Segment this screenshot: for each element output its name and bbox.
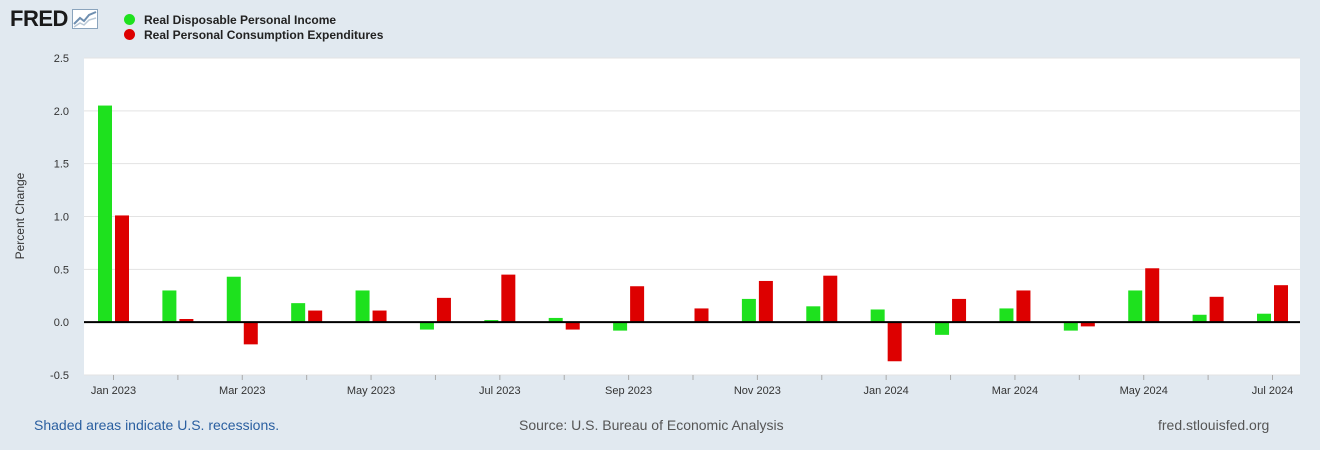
legend-label-consumption: Real Personal Consumption Expenditures	[144, 27, 384, 42]
bar-consumption[interactable]	[372, 310, 387, 323]
bar-consumption[interactable]	[1209, 296, 1224, 323]
bar-income[interactable]	[1192, 314, 1207, 323]
bar-consumption[interactable]	[1080, 322, 1095, 327]
bar-income[interactable]	[162, 290, 177, 323]
x-tick-label: Mar 2023	[219, 385, 265, 397]
legend-swatch-consumption	[124, 29, 135, 40]
bar-income[interactable]	[741, 298, 756, 323]
bar-consumption[interactable]	[1145, 268, 1160, 323]
bar-income[interactable]	[98, 105, 112, 323]
bar-consumption[interactable]	[565, 322, 580, 330]
chart-legend: Real Disposable Personal Income Real Per…	[124, 12, 383, 42]
bar-income[interactable]	[1128, 290, 1143, 323]
y-tick-label: 0.0	[54, 317, 69, 329]
x-tick-label: Jan 2023	[91, 385, 136, 397]
bar-income[interactable]	[1257, 313, 1271, 323]
legend-item-consumption[interactable]: Real Personal Consumption Expenditures	[124, 27, 383, 42]
source-note: Source: U.S. Bureau of Economic Analysis	[519, 417, 784, 433]
x-tick-label: Jul 2023	[479, 385, 521, 397]
x-tick-label: Nov 2023	[734, 385, 781, 397]
bar-income[interactable]	[226, 276, 241, 323]
legend-label-income: Real Disposable Personal Income	[144, 12, 337, 27]
bar-income[interactable]	[419, 322, 434, 330]
bar-income[interactable]	[1063, 322, 1078, 331]
bar-income[interactable]	[355, 290, 370, 323]
recession-note: Shaded areas indicate U.S. recessions.	[34, 417, 280, 433]
x-tick-label: May 2023	[347, 385, 395, 397]
bar-consumption[interactable]	[823, 275, 838, 323]
y-tick-label: -0.5	[50, 370, 69, 382]
bar-consumption[interactable]	[115, 215, 129, 323]
bar-consumption[interactable]	[694, 308, 709, 323]
bar-income[interactable]	[291, 303, 306, 323]
x-tick-label: May 2024	[1120, 385, 1168, 397]
bar-consumption[interactable]	[952, 298, 967, 323]
bar-consumption[interactable]	[243, 322, 258, 345]
bar-income[interactable]	[613, 322, 628, 331]
bar-income[interactable]	[999, 308, 1014, 323]
bar-consumption[interactable]	[501, 274, 516, 323]
legend-swatch-income	[124, 14, 135, 25]
bar-consumption[interactable]	[887, 322, 902, 362]
bar-consumption[interactable]	[630, 286, 645, 323]
site-link[interactable]: fred.stlouisfed.org	[1158, 417, 1270, 433]
chart-line-icon	[71, 9, 98, 29]
bar-consumption[interactable]	[1274, 285, 1288, 323]
bar-income[interactable]	[935, 322, 950, 335]
y-tick-label: 2.5	[54, 53, 69, 65]
legend-item-income[interactable]: Real Disposable Personal Income	[124, 12, 383, 27]
x-tick-label: Mar 2024	[992, 385, 1038, 397]
bar-consumption[interactable]	[758, 280, 773, 323]
y-tick-label: 2.0	[54, 106, 69, 118]
bar-consumption[interactable]	[1016, 290, 1031, 323]
bar-consumption[interactable]	[179, 318, 194, 323]
bar-income[interactable]	[484, 320, 499, 323]
bar-income[interactable]	[806, 306, 821, 323]
bar-consumption[interactable]	[436, 297, 451, 323]
x-tick-label: Sep 2023	[605, 385, 652, 397]
x-tick-label: Jan 2024	[864, 385, 909, 397]
fred-logo[interactable]: FRED	[10, 6, 98, 32]
y-tick-label: 0.5	[54, 264, 69, 276]
fred-logo-text: FRED	[10, 6, 68, 31]
y-tick-label: 1.0	[54, 212, 69, 224]
y-tick-label: 1.5	[54, 159, 69, 171]
x-tick-label: Jul 2024	[1252, 385, 1294, 397]
bar-consumption[interactable]	[308, 310, 323, 323]
bar-income[interactable]	[548, 317, 563, 323]
bar-income[interactable]	[870, 309, 885, 323]
